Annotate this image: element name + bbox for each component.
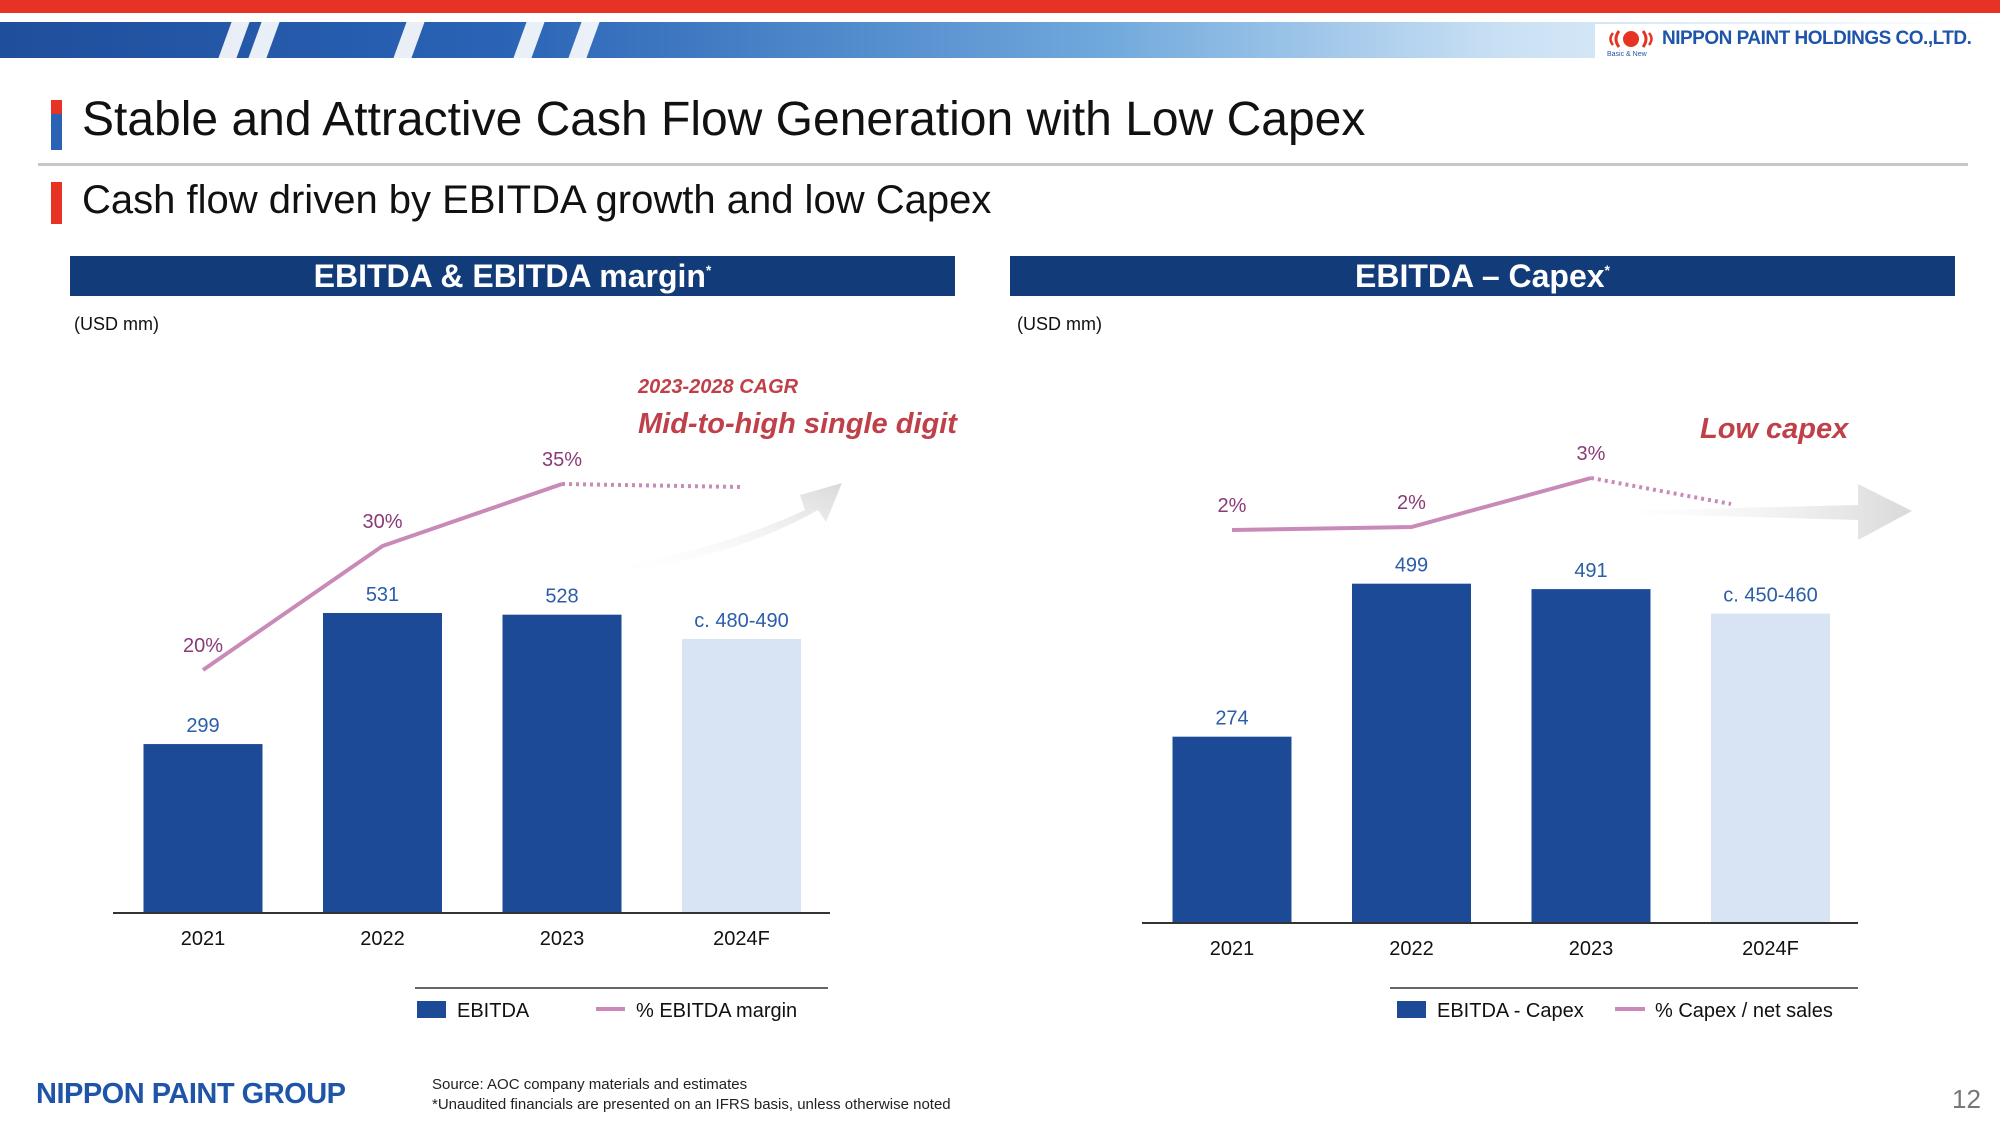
bar-2024F xyxy=(1711,613,1830,923)
subtitle-accent xyxy=(51,182,62,224)
left-panel-title: EBITDA & EBITDA margin xyxy=(313,258,706,294)
line-label-2022: 2% xyxy=(1397,492,1426,514)
title-accent-blue xyxy=(51,114,62,150)
x-tick-2023: 2023 xyxy=(1569,938,1614,960)
right-legend-bar: EBITDA - Capex xyxy=(1437,1000,1584,1022)
legend-bar-swatch xyxy=(1397,1001,1426,1018)
title-divider xyxy=(38,163,1968,166)
right-panel-header: EBITDA – Capex* xyxy=(1010,256,1955,296)
right-legend-line: % Capex / net sales xyxy=(1655,1000,1833,1022)
bar-label-2024F: c. 450-460 xyxy=(1723,585,1818,607)
bar-label-2023: 528 xyxy=(545,586,578,608)
margin-line xyxy=(201,482,563,672)
line-label-2022: 30% xyxy=(362,511,402,533)
company-tagline: Basic & New xyxy=(1607,51,1647,58)
x-tick-2021: 2021 xyxy=(1210,938,1255,960)
left-unit-label: (USD mm) xyxy=(74,314,159,334)
bar-2023 xyxy=(1531,589,1651,923)
margin-line xyxy=(1231,476,1592,532)
nippon-logo-icon xyxy=(1609,30,1653,48)
right-panel-title: EBITDA – Capex xyxy=(1355,258,1605,294)
bar-label-2021: 299 xyxy=(186,715,219,737)
growth-arrow-icon xyxy=(600,483,842,575)
bar-2021 xyxy=(143,744,263,913)
projection-line xyxy=(1590,476,1732,506)
left-panel-header: EBITDA & EBITDA margin* xyxy=(70,256,955,296)
legend-bar-swatch xyxy=(417,1001,446,1018)
left-legend-bar: EBITDA xyxy=(457,1000,530,1022)
right-unit-label: (USD mm) xyxy=(1017,314,1102,334)
bar-2022 xyxy=(323,612,442,913)
line-label-2021: 20% xyxy=(183,635,223,657)
projection-line xyxy=(561,482,743,489)
logo-area xyxy=(1595,24,2000,58)
flat-arrow-icon xyxy=(1570,484,1912,540)
bar-label-2022: 531 xyxy=(366,584,399,606)
group-logo: NIPPON PAINT GROUP xyxy=(36,1078,346,1110)
bar-label-2021: 274 xyxy=(1215,708,1248,730)
left-legend-line: % EBITDA margin xyxy=(636,1000,797,1022)
x-tick-2024F: 2024F xyxy=(1742,938,1799,960)
low-capex-label: Low capex xyxy=(1700,413,1850,445)
bar-2022 xyxy=(1352,583,1471,923)
x-tick-2023: 2023 xyxy=(540,928,585,950)
company-name: NIPPON PAINT HOLDINGS CO.,LTD. xyxy=(1662,28,1972,49)
line-label-2023: 3% xyxy=(1577,443,1606,465)
page-number: 12 xyxy=(1952,1084,1981,1114)
source-note: Source: AOC company materials and estima… xyxy=(432,1076,748,1093)
right-panel-title-mark: * xyxy=(1604,262,1610,278)
bar-label-2022: 499 xyxy=(1395,555,1428,577)
footnote: *Unaudited financials are presented on a… xyxy=(432,1096,951,1113)
cagr-label: 2023-2028 CAGR xyxy=(637,376,799,398)
bar-label-2023: 491 xyxy=(1574,560,1607,582)
page-title: Stable and Attractive Cash Flow Generati… xyxy=(82,93,1366,146)
top-accent-bar xyxy=(0,0,2000,13)
x-tick-2021: 2021 xyxy=(181,928,226,950)
bar-2024F xyxy=(682,638,801,913)
line-label-2023: 35% xyxy=(542,449,582,471)
bar-label-2024F: c. 480-490 xyxy=(694,610,789,632)
page-subtitle: Cash flow driven by EBITDA growth and lo… xyxy=(82,178,992,222)
x-tick-2022: 2022 xyxy=(360,928,405,950)
x-tick-2022: 2022 xyxy=(1389,938,1434,960)
bar-2021 xyxy=(1172,736,1292,923)
bar-2023 xyxy=(502,614,622,913)
cagr-value: Mid-to-high single digit xyxy=(638,408,958,440)
line-label-2021: 2% xyxy=(1218,495,1247,517)
title-accent-red xyxy=(51,100,62,114)
x-tick-2024F: 2024F xyxy=(713,928,770,950)
left-panel-title-mark: * xyxy=(705,262,712,278)
